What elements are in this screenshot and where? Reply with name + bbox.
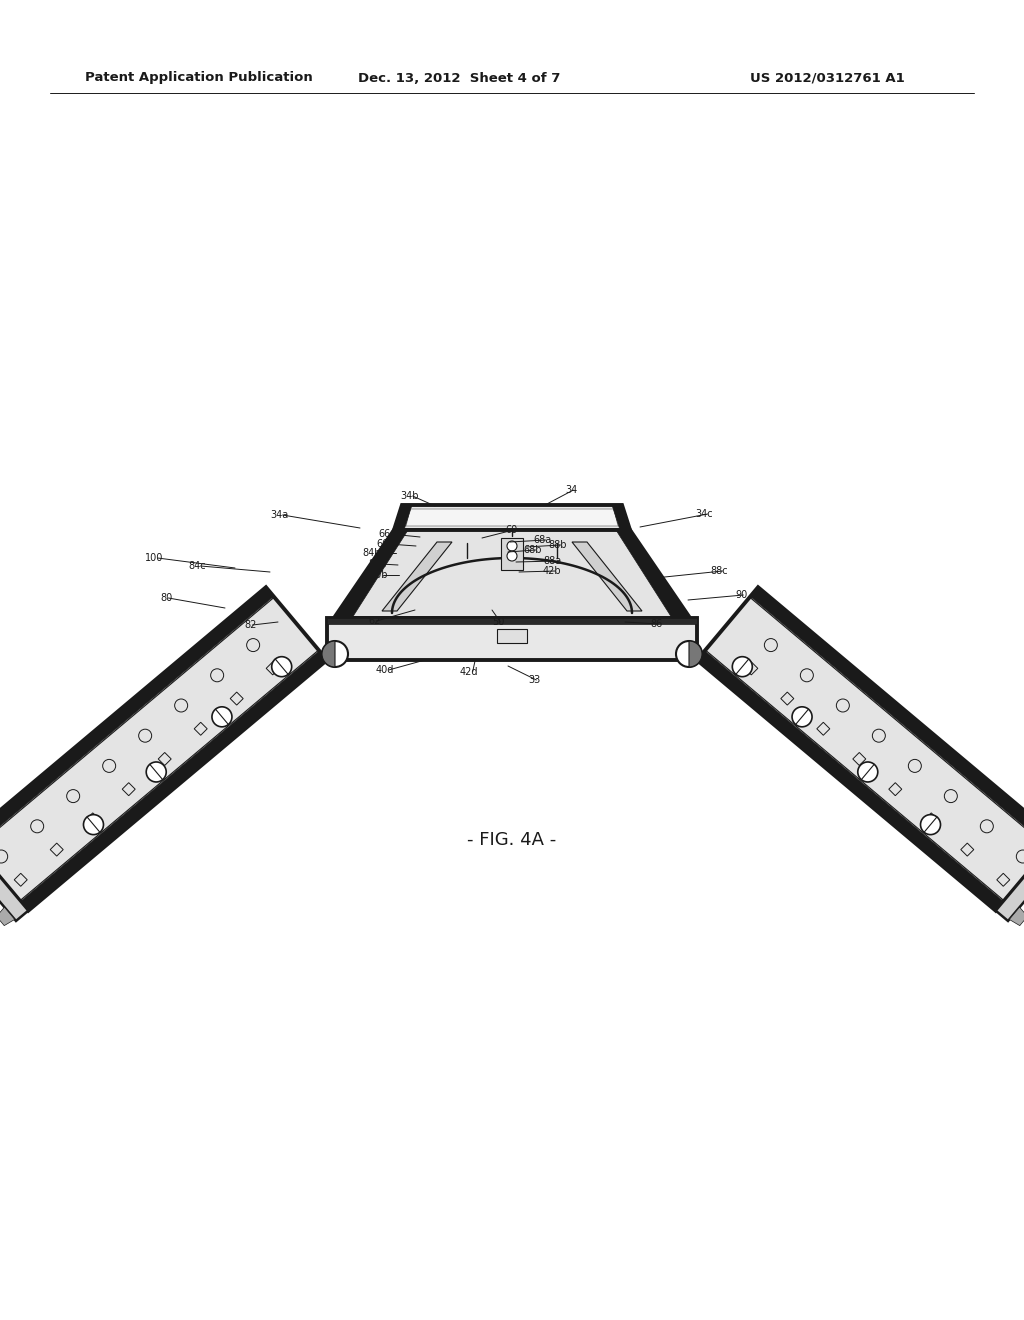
Text: 60: 60: [505, 525, 517, 535]
Text: 40b: 40b: [370, 570, 388, 579]
Polygon shape: [0, 907, 14, 925]
Circle shape: [507, 550, 517, 561]
Text: 100: 100: [145, 553, 164, 564]
Circle shape: [212, 706, 232, 727]
Text: 66b: 66b: [376, 539, 394, 549]
Circle shape: [507, 541, 517, 550]
Polygon shape: [697, 587, 1024, 911]
Text: 80: 80: [160, 593, 172, 603]
Polygon shape: [0, 838, 29, 921]
Text: 62: 62: [368, 616, 380, 626]
Polygon shape: [394, 506, 412, 531]
Text: 84a: 84a: [368, 558, 386, 569]
Text: 42b: 42b: [543, 566, 561, 576]
Circle shape: [858, 762, 878, 781]
Polygon shape: [406, 510, 618, 525]
Text: 34c: 34c: [695, 510, 713, 519]
Polygon shape: [501, 539, 523, 570]
Circle shape: [271, 656, 292, 677]
Wedge shape: [322, 642, 335, 667]
Circle shape: [921, 814, 940, 834]
Circle shape: [732, 656, 753, 677]
Text: 88a: 88a: [543, 556, 561, 566]
Polygon shape: [0, 587, 273, 847]
Text: 50: 50: [492, 616, 505, 627]
Text: 86: 86: [650, 619, 663, 630]
Text: 68b: 68b: [523, 545, 542, 554]
Text: - FIG. 4A -: - FIG. 4A -: [467, 832, 557, 849]
Text: 88b: 88b: [548, 540, 566, 550]
Circle shape: [146, 762, 166, 781]
Polygon shape: [382, 543, 452, 611]
Polygon shape: [334, 531, 690, 618]
Polygon shape: [616, 531, 690, 618]
Polygon shape: [572, 543, 642, 611]
Text: Patent Application Publication: Patent Application Publication: [85, 71, 312, 84]
Polygon shape: [394, 506, 630, 531]
Circle shape: [792, 706, 812, 727]
Text: 42d: 42d: [460, 667, 478, 677]
Text: 34b: 34b: [400, 491, 419, 502]
Text: 82: 82: [244, 620, 256, 630]
Text: US 2012/0312761 A1: US 2012/0312761 A1: [750, 71, 905, 84]
Text: 84c: 84c: [188, 561, 206, 572]
Polygon shape: [751, 587, 1024, 847]
Circle shape: [322, 642, 348, 667]
Polygon shape: [497, 630, 527, 643]
Text: 34a: 34a: [270, 510, 288, 520]
Polygon shape: [1010, 907, 1024, 925]
Polygon shape: [0, 587, 327, 911]
Polygon shape: [334, 531, 408, 618]
Polygon shape: [612, 506, 630, 531]
Wedge shape: [689, 642, 702, 667]
Text: 84b: 84b: [362, 548, 381, 558]
Text: Dec. 13, 2012  Sheet 4 of 7: Dec. 13, 2012 Sheet 4 of 7: [358, 71, 560, 84]
Polygon shape: [995, 838, 1024, 921]
Polygon shape: [327, 618, 697, 660]
Polygon shape: [697, 651, 1004, 911]
Polygon shape: [20, 651, 327, 911]
Circle shape: [84, 814, 103, 834]
Circle shape: [676, 642, 702, 667]
Text: 90: 90: [735, 590, 748, 601]
Text: 68a: 68a: [534, 535, 551, 545]
Polygon shape: [327, 618, 697, 624]
Text: 40d: 40d: [376, 665, 394, 675]
Text: 88c: 88c: [710, 566, 728, 576]
Text: 66a: 66a: [378, 529, 396, 539]
Text: 34: 34: [565, 484, 578, 495]
Text: 33: 33: [528, 675, 541, 685]
